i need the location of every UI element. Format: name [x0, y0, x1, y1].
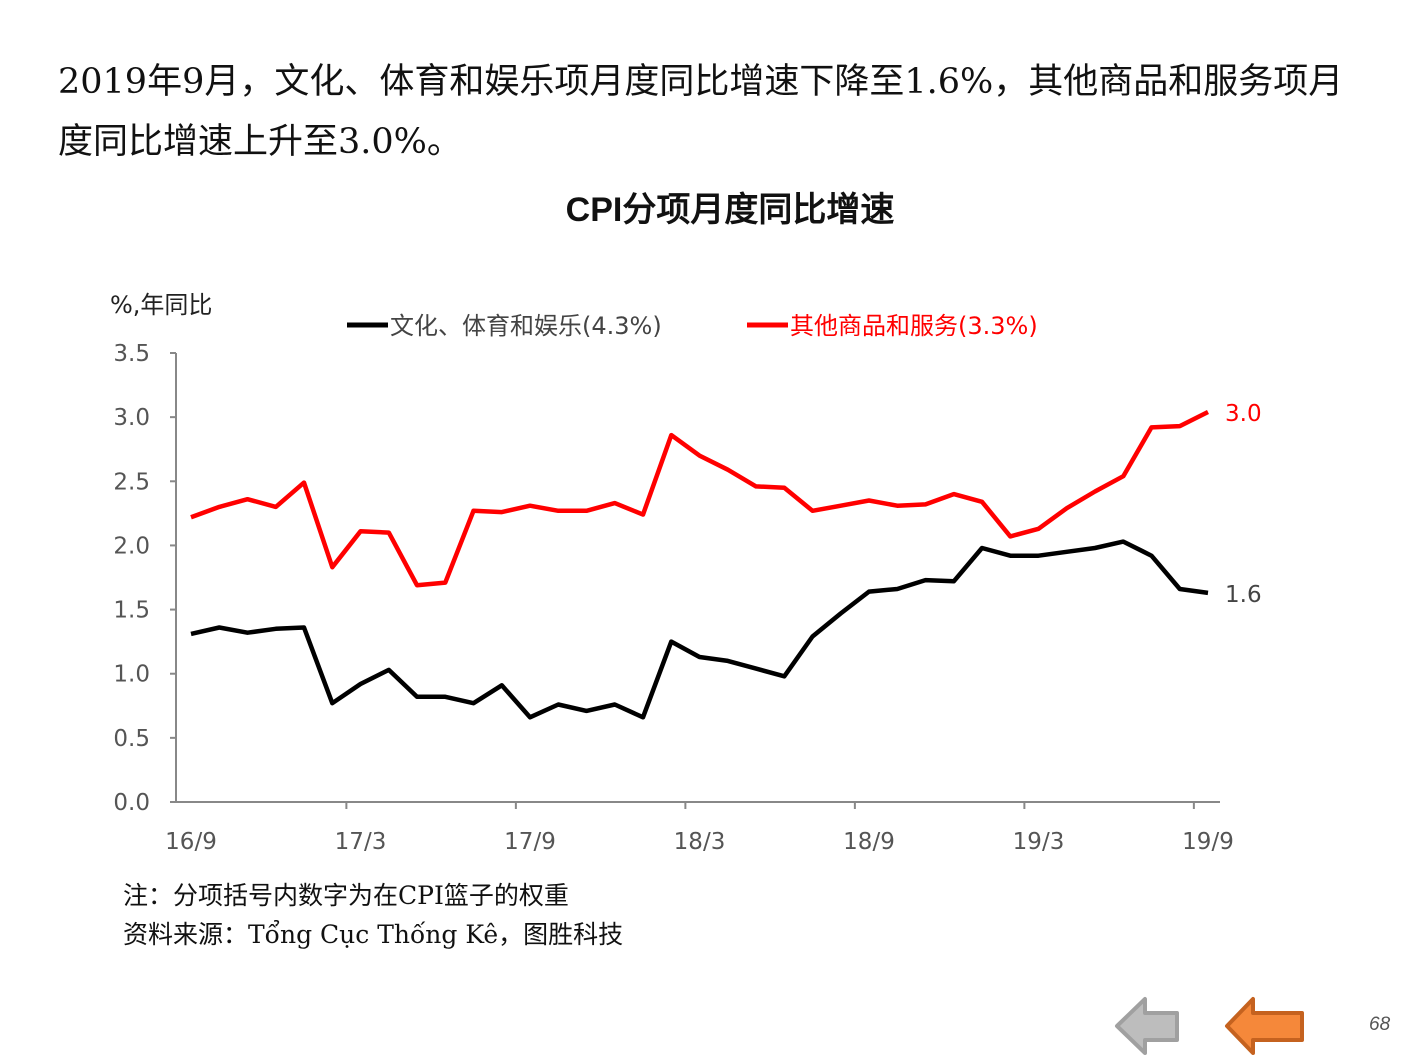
series-end-label-0: 1.6 [1225, 582, 1262, 608]
y-tick-label: 0.0 [113, 790, 150, 816]
x-tick-label: 16/9 [165, 829, 217, 855]
y-tick-label: 1.5 [113, 598, 150, 624]
headline: 2019年9月，文化、体育和娱乐项月度同比增速下降至1.6%，其他商品和服务项月… [58, 62, 1344, 162]
y-tick-label: 1.0 [113, 662, 150, 688]
x-tick-label: 17/9 [504, 829, 556, 855]
x-tick-label: 18/9 [843, 829, 895, 855]
chart-note: 注：分项括号内数字为在CPI篮子的权重 [123, 881, 569, 910]
x-tick-label: 19/9 [1182, 829, 1234, 855]
y-tick-label: 2.5 [113, 469, 150, 495]
series-line-0 [190, 539, 1209, 720]
series-line-1 [190, 409, 1210, 588]
x-tick-label: 17/3 [335, 829, 387, 855]
chart-title: CPI分项月度同比增速 [565, 191, 895, 229]
y-tick-label: 0.5 [113, 726, 150, 752]
x-tick-label: 18/3 [674, 829, 726, 855]
legend: 文化、体育和娱乐(4.3%) 其他商品和服务(3.3%) [347, 312, 1038, 340]
prev-arrow-icon[interactable] [1115, 997, 1179, 1055]
page-number: 68 [1369, 1014, 1391, 1035]
y-tick-label: 2.0 [113, 533, 150, 559]
legend-label-other: 其他商品和服务(3.3%) [790, 312, 1038, 340]
x-tick-label: 19/3 [1013, 829, 1065, 855]
legend-label-culture: 文化、体育和娱乐(4.3%) [390, 312, 662, 340]
y-axis-label: %,年同比 [110, 291, 212, 319]
y-tick-label: 3.0 [113, 405, 150, 431]
next-arrow-icon[interactable] [1225, 997, 1304, 1055]
y-tick-label: 3.5 [113, 341, 150, 367]
series-end-label-1: 3.0 [1225, 401, 1262, 427]
chart-source: 资料来源：Tổng Cục Thống Kê，图胜科技 [123, 920, 624, 949]
